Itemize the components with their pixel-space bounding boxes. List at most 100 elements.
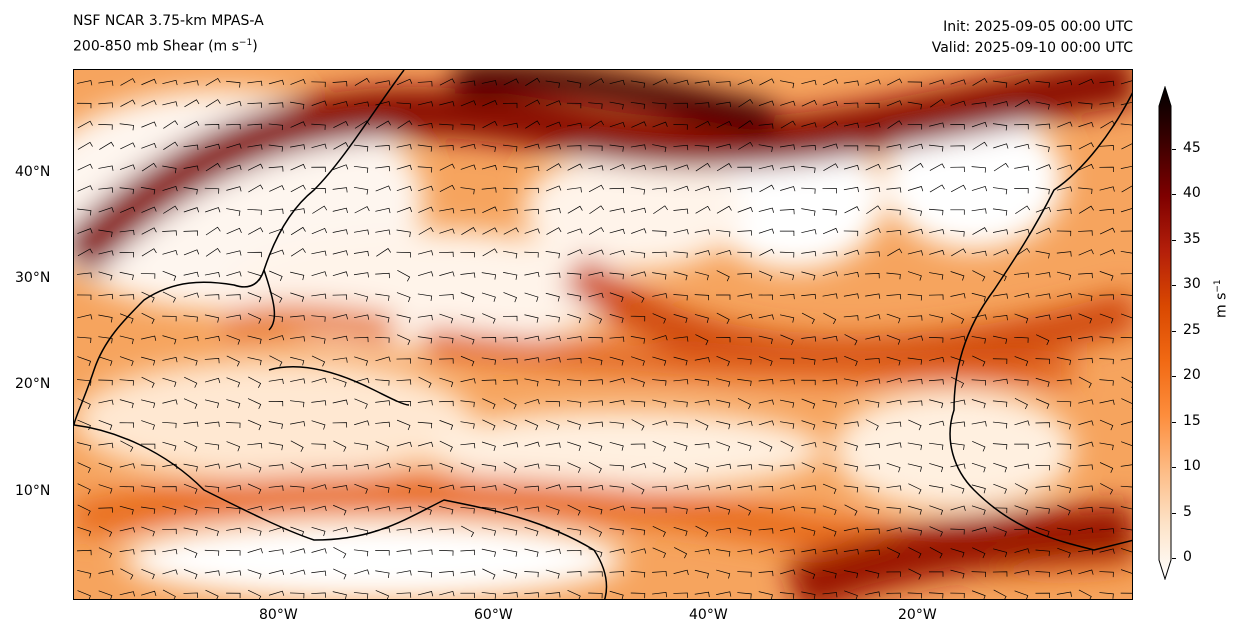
wind-barb (290, 144, 306, 150)
wind-barb (929, 399, 944, 409)
wind-barb (971, 292, 986, 302)
wind-barb (886, 164, 902, 171)
wind-barb (1099, 80, 1115, 87)
wind-barb (290, 163, 306, 171)
wind-barb (290, 292, 305, 302)
wind-barb (289, 485, 305, 493)
wind-barb (162, 505, 177, 515)
wind-barb (737, 571, 752, 578)
wind-barb (822, 100, 838, 107)
colorbar-tick-label: 20 (1183, 367, 1201, 383)
wind-barb (290, 101, 305, 110)
wind-barb (758, 356, 773, 366)
wind-barb (119, 271, 134, 281)
wind-barb (630, 336, 646, 344)
wind-barb (503, 272, 518, 280)
wind-barb (993, 162, 1009, 172)
wind-barb (204, 187, 220, 194)
wind-barb (823, 120, 839, 129)
wind-barb (695, 525, 709, 538)
wind-barb (992, 507, 1008, 514)
wind-barb (163, 120, 179, 129)
wind-barb (119, 486, 134, 492)
wind-barb (822, 592, 838, 598)
wind-barb (992, 335, 1008, 344)
wind-barb (481, 80, 497, 86)
wind-barb (865, 569, 880, 579)
wind-barb (950, 421, 966, 427)
wind-barb (1078, 376, 1092, 388)
wind-barb (992, 293, 1008, 299)
wind-barb (1035, 485, 1051, 491)
wind-barb (737, 378, 752, 387)
wind-barb (183, 569, 198, 580)
wind-barb (567, 313, 582, 324)
wind-barb (1120, 250, 1132, 254)
wind-barb (588, 271, 604, 277)
wind-barb (822, 251, 838, 257)
wind-barb (758, 591, 773, 599)
wind-barb (226, 80, 241, 88)
wind-barb (694, 400, 710, 406)
wind-barb (886, 229, 902, 236)
wind-barb (566, 272, 582, 280)
wind-barb (396, 419, 411, 431)
wind-barb (929, 249, 945, 256)
field-title-end: ) (252, 38, 258, 55)
wind-barb (332, 250, 348, 256)
wind-barb (481, 337, 497, 343)
wind-barb (1014, 165, 1030, 171)
wind-barb (1035, 227, 1052, 235)
wind-barb (972, 141, 988, 150)
wind-barb (481, 144, 497, 152)
wind-barb (524, 251, 539, 258)
wind-barb (609, 485, 624, 493)
wind-barb (566, 336, 582, 342)
wind-barb (119, 229, 135, 236)
wind-barb (566, 145, 582, 151)
wind-barb (481, 464, 497, 472)
wind-barb (503, 506, 519, 512)
wind-barb (375, 145, 390, 151)
wind-barb (1078, 420, 1094, 426)
wind-barb (844, 334, 858, 346)
wind-barb (417, 421, 433, 429)
wind-barb (481, 379, 497, 385)
wind-barb (226, 227, 242, 235)
wind-barb (1056, 443, 1072, 450)
wind-barb (269, 185, 285, 192)
wind-barb (376, 248, 392, 257)
wind-barb (1014, 143, 1030, 150)
wind-barb (1078, 122, 1094, 128)
wind-barb (204, 570, 220, 576)
wind-barb (439, 163, 455, 171)
wind-barb (226, 334, 241, 345)
wind-barb (481, 272, 497, 280)
wind-barb (652, 399, 667, 408)
wind-barb (1014, 292, 1030, 299)
wind-barb (694, 145, 710, 152)
wind-barb (1120, 123, 1132, 126)
wind-barb (503, 292, 517, 303)
wind-barb (417, 336, 433, 344)
wind-barb (119, 252, 134, 258)
wind-barb (162, 589, 176, 599)
colorbar-tick-label: 25 (1183, 321, 1201, 338)
wind-barb (162, 335, 177, 345)
wind-barb (98, 187, 114, 193)
wind-barb (588, 102, 603, 109)
wind-barb (375, 314, 390, 323)
wind-barb (758, 464, 773, 472)
wind-barb (119, 313, 134, 324)
wind-barb (226, 164, 242, 171)
wind-barb (247, 398, 262, 410)
wind-barb (758, 507, 773, 514)
wind-barb (694, 357, 710, 363)
wind-barb (1056, 145, 1072, 151)
wind-barb (886, 334, 901, 345)
wind-barb (417, 549, 433, 555)
wind-barb (886, 507, 901, 514)
wind-barb (886, 442, 902, 448)
wind-barb (183, 527, 198, 536)
wind-barb (98, 379, 113, 386)
